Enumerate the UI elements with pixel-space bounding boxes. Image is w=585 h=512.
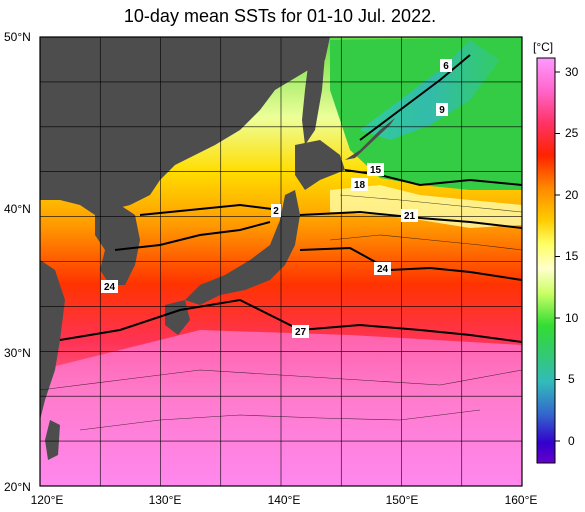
colorbar-unit: [°C] [533,40,554,54]
hokkaido-island [295,140,345,190]
contour-6 [359,54,471,141]
lon-label-150e: 150°E [385,493,419,507]
colorbar [536,57,556,464]
contour-label-group: 6 9 15 18 2 21 24 24 27 [101,59,452,338]
map-area [40,37,522,486]
svg-text:24: 24 [377,264,389,275]
svg-text:18: 18 [354,180,366,191]
contour-lines [59,54,522,343]
lat-label-50n: 50°N [4,30,31,44]
lon-label-160e: 160°E [504,493,538,507]
lat-label-20n: 20°N [4,480,31,494]
contour-label: 15 [367,163,384,176]
kuril-islands [345,118,395,160]
graticule [40,37,522,486]
contour-label: 2 [271,204,281,217]
transition-band [330,185,522,228]
svg-text:27: 27 [295,327,307,338]
contour-label: 24 [101,280,118,293]
contour-21 [139,203,281,216]
svg-text:2: 2 [273,206,279,217]
contour-label: 24 [374,262,391,275]
svg-text:21: 21 [404,211,416,222]
contour-label: 9 [436,103,448,116]
colorbar-tick-label: 5 [568,372,575,386]
continent-land [40,37,330,215]
colorbar-ticks [555,71,560,442]
colorbar-tick-label: 15 [565,249,579,263]
map-title: 10-day mean SSTs for 01-10 Jul. 2022. [123,6,437,26]
lon-label-130e: 130°E [148,493,182,507]
svg-text:24: 24 [104,282,116,293]
taiwan-island [45,420,60,460]
sakhalin-island [302,50,325,145]
map-frame [39,36,523,487]
honshu-island [185,190,300,305]
lon-label-140e: 140°E [267,493,301,507]
thin-contours [40,194,522,431]
lat-label-40n: 40°N [4,202,31,216]
contour-24-west [114,221,271,251]
colorbar-tick-label: 25 [565,126,579,140]
contour-label: 6 [440,59,452,72]
korea-peninsula [95,205,140,285]
china-coast [40,260,65,420]
colorbar-tick-label: 20 [565,188,579,202]
colorbar-tick-label: 0 [568,434,575,448]
lat-label-30n: 30°N [4,346,31,360]
contour-21-east [299,210,522,229]
colorbar-tick-label: 30 [565,65,579,79]
svg-text:15: 15 [370,165,382,176]
colorbar-tick-label: 10 [565,311,579,325]
svg-text:9: 9 [439,105,445,116]
contour-label: 27 [292,325,309,338]
contour-label: 21 [401,209,418,222]
lon-label-120e: 120°E [30,493,64,507]
contour-24-east [299,246,522,281]
svg-text:6: 6 [443,61,449,72]
contour-label: 18 [351,178,368,191]
